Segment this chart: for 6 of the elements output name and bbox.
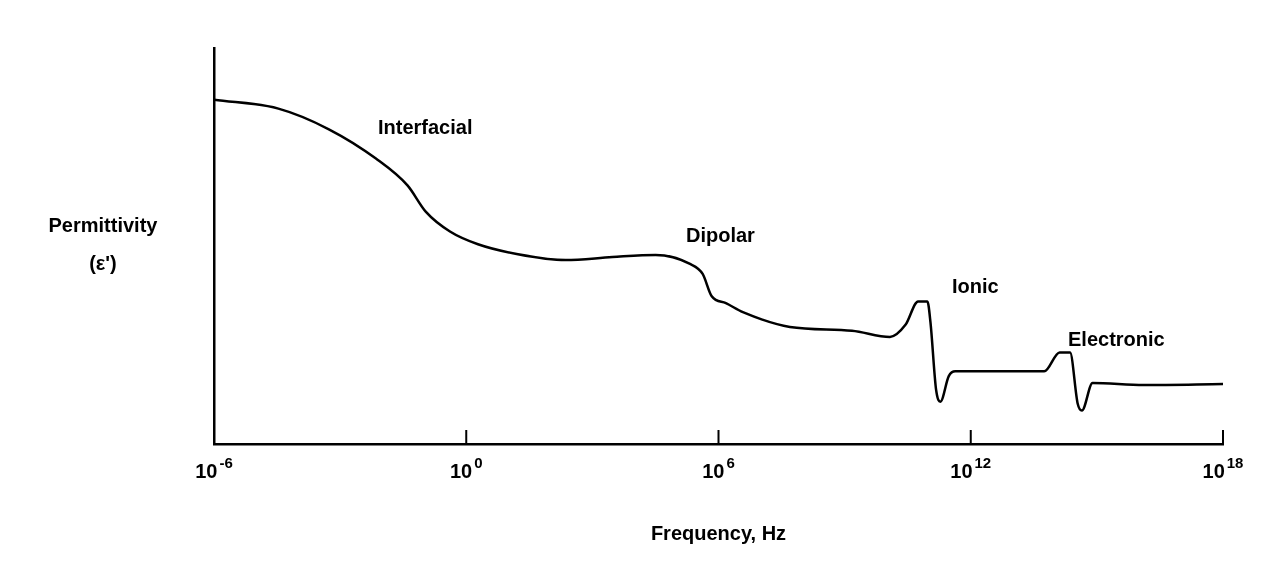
annotation: Electronic	[1068, 328, 1165, 351]
annotation: Interfacial	[378, 116, 473, 139]
annotation: Ionic	[952, 275, 999, 298]
y-axis-title: Permittivity (ε')	[47, 213, 159, 276]
x-axis-title: Frequency, Hz	[650, 521, 787, 544]
annotation: Dipolar	[686, 224, 755, 247]
